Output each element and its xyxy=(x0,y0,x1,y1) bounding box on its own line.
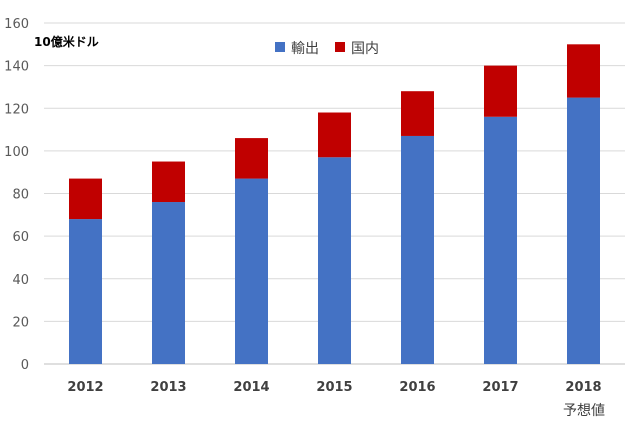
bar-export-2013 xyxy=(152,202,185,364)
bar-export-2014 xyxy=(235,178,268,364)
x-tick-label: 2017 xyxy=(482,380,518,395)
x-tick-label: 2015 xyxy=(316,380,352,395)
bars xyxy=(69,44,600,365)
bar-export-2015 xyxy=(318,157,351,364)
x-tick-label: 2012 xyxy=(67,380,103,395)
bar-domestic-2016 xyxy=(401,91,434,136)
y-tick-label: 40 xyxy=(12,273,29,288)
y-tick-label: 20 xyxy=(12,315,29,330)
bar-domestic-2018 xyxy=(567,44,600,98)
x-tick-label: 2016 xyxy=(399,380,435,395)
y-tick-label: 140 xyxy=(4,60,29,75)
bar-domestic-2015 xyxy=(318,112,351,158)
y-axis-ticks: 0 20 40 60 80 100 120 140 160 xyxy=(4,17,29,373)
legend-label-export: 輸出 xyxy=(291,41,319,57)
forecast-note: 予想値 xyxy=(563,403,605,419)
y-tick-label: 100 xyxy=(4,145,29,160)
bar-export-2018 xyxy=(567,97,600,364)
x-tick-label: 2014 xyxy=(233,380,269,395)
legend-swatch-export xyxy=(275,42,285,52)
y-tick-label: 60 xyxy=(12,230,29,245)
legend-swatch-domestic xyxy=(335,42,345,52)
legend: 輸出 国内 xyxy=(275,41,379,57)
bar-domestic-2014 xyxy=(235,138,268,179)
y-tick-label: 160 xyxy=(4,17,29,32)
bar-domestic-2017 xyxy=(484,65,517,117)
bar-domestic-2013 xyxy=(152,161,185,203)
bar-export-2017 xyxy=(484,116,517,365)
unit-label: 10億米ドル xyxy=(34,34,99,49)
bar-domestic-2012 xyxy=(69,178,102,220)
x-axis-ticks: 2012 2013 2014 2015 2016 2017 2018 xyxy=(67,380,601,395)
y-tick-label: 0 xyxy=(21,358,29,373)
x-tick-label: 2013 xyxy=(150,380,186,395)
legend-label-domestic: 国内 xyxy=(351,41,379,57)
x-tick-label: 2018 xyxy=(565,380,601,395)
y-tick-label: 120 xyxy=(4,102,29,117)
bar-export-2012 xyxy=(69,219,102,364)
y-tick-label: 80 xyxy=(12,188,29,203)
bar-export-2016 xyxy=(401,135,434,364)
